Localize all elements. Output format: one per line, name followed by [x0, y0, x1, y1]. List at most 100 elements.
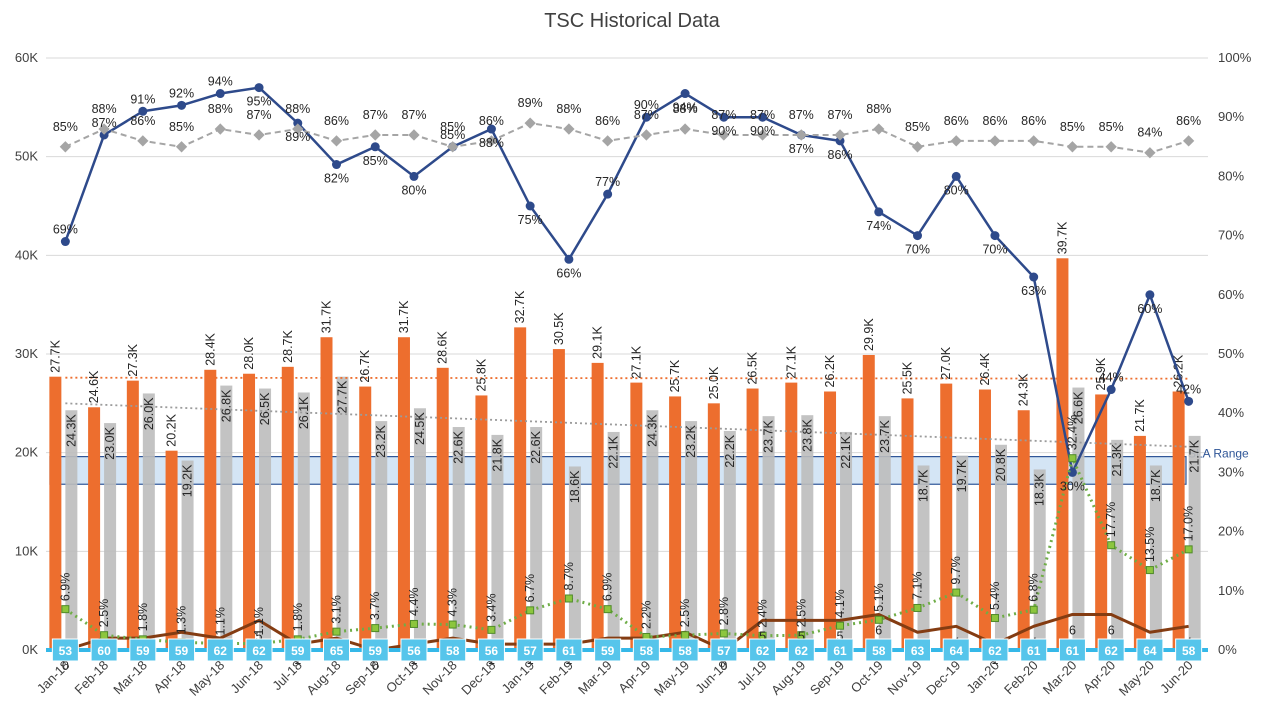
gray-bar-label: 23.0K: [103, 426, 117, 459]
gray-point-label: 86%: [944, 114, 969, 128]
navy-point: [486, 124, 496, 134]
count-marker-label: 57: [717, 644, 731, 658]
gray-diamond-point: [175, 141, 188, 153]
orange-bar-label: 28.7K: [281, 329, 295, 362]
gray-diamond-point: [601, 135, 614, 147]
navy-point: [60, 237, 70, 247]
count-marker: [245, 638, 273, 662]
orange-bar: [514, 327, 527, 650]
gray-bar: [1033, 469, 1046, 650]
count-marker-label: 56: [485, 644, 499, 658]
gray-diamond-point: [253, 129, 265, 141]
gray-bar-label: 18.3K: [1033, 473, 1047, 506]
navy-point-label: 60%: [1137, 302, 1162, 316]
green-square-point: [371, 624, 380, 633]
gray-point-label: 87%: [789, 108, 814, 122]
green-point-label: 8.7%: [562, 562, 576, 591]
gray-bar: [1149, 465, 1162, 650]
orange-bar-label: 29.9K: [862, 318, 876, 351]
orange-bar-label: 30.5K: [552, 312, 566, 345]
green-square-point: [719, 629, 728, 638]
green-point-label: 7.1%: [911, 571, 925, 600]
x-tick-label: Jan-18: [34, 658, 73, 697]
gray-bar-label: 23.8K: [800, 419, 814, 452]
orange-bar: [204, 369, 217, 650]
brown-point-label: 6: [1108, 623, 1115, 637]
navy-point-label: 86%: [828, 148, 853, 162]
navy-point: [835, 136, 845, 146]
gray-bar: [956, 455, 969, 650]
navy-point: [525, 201, 535, 211]
gray-bar: [65, 410, 78, 650]
count-marker-label: 56: [407, 644, 421, 658]
count-marker-label: 62: [252, 644, 266, 658]
count-marker: [555, 638, 583, 662]
x-tick-label: Dec-18: [458, 658, 498, 698]
navy-point-label: 87%: [92, 116, 117, 130]
count-marker-label: 59: [369, 644, 383, 658]
x-tick-label: Feb-19: [536, 658, 576, 698]
navy-point: [254, 83, 264, 93]
gray-bar-label: 21.8K: [490, 438, 504, 471]
gray-point-label: 87%: [401, 108, 426, 122]
gray-bar-label: 22.1K: [607, 435, 621, 468]
gray-point-label: 87%: [363, 108, 388, 122]
x-tick-label: Apr-18: [150, 658, 188, 696]
count-marker: [516, 638, 544, 662]
x-tick-label: Feb-20: [1001, 658, 1041, 698]
count-marker: [323, 638, 350, 662]
gray-point-label: 85%: [1099, 120, 1124, 134]
brown-point-label: 5: [837, 629, 844, 643]
navy-point-label: 75%: [518, 213, 543, 227]
green-point-label: 1.1%: [213, 607, 227, 636]
orange-bar: [978, 389, 991, 650]
navy-point-label: 74%: [866, 219, 891, 233]
orange-bar-label: 31.7K: [397, 300, 411, 333]
navy-point-label: 90%: [634, 98, 659, 112]
navy-point: [913, 231, 922, 241]
navy-point: [758, 112, 768, 122]
green-square-point: [952, 588, 961, 597]
gray-bar: [685, 421, 698, 650]
x-tick-label: Mar-18: [110, 658, 150, 698]
green-point-label: 3.7%: [368, 592, 382, 621]
count-marker-label: 61: [833, 644, 847, 658]
green-square-point: [332, 627, 341, 636]
y-right-tick-label: 90%: [1218, 109, 1244, 124]
gray-point-label: 87%: [247, 108, 272, 122]
green-square-point: [681, 631, 690, 640]
gray-bar-label: 23.7K: [762, 420, 776, 453]
orange-bar-label: 31.7K: [320, 300, 334, 333]
count-marker-label: 58: [446, 644, 460, 658]
count-marker: [981, 638, 1009, 662]
navy-point-label: 80%: [401, 183, 426, 197]
gray-diamond-point: [1182, 135, 1195, 147]
y-left-tick-label: 0K: [22, 642, 38, 657]
orange-bar: [320, 337, 333, 650]
green-square-point: [1184, 545, 1193, 554]
orange-bar: [707, 403, 720, 650]
brown-point-label: 6: [1069, 623, 1076, 637]
navy-point-label: 85%: [440, 128, 465, 142]
navy-point-label: 87%: [789, 142, 814, 156]
green-point-label: 2.4%: [756, 599, 770, 628]
count-marker-label: 59: [291, 644, 305, 658]
navy-point-label: 88%: [479, 136, 504, 150]
x-tick-label: Feb-18: [71, 658, 111, 698]
gray-diamond-point: [950, 135, 962, 147]
x-tick-label: Jun-18: [227, 658, 266, 697]
gray-bar-label: 21.7K: [1188, 439, 1202, 472]
gray-bar-label: 26.8K: [219, 389, 233, 422]
count-marker-label: 62: [795, 644, 809, 658]
gray-bar-label: 26.5K: [258, 392, 272, 425]
x-tick-label: Jan-19: [499, 658, 538, 697]
gray-point-label: 87%: [711, 108, 736, 122]
gray-bar: [259, 388, 272, 650]
count-marker: [284, 638, 312, 662]
y-right-tick-label: 70%: [1218, 228, 1244, 243]
orange-bar-label: 27.3K: [126, 343, 140, 376]
green-point-label: 1.8%: [136, 603, 150, 632]
orange-bar: [1056, 258, 1069, 650]
navy-point-label: 77%: [595, 175, 620, 189]
y-right-tick-label: 10%: [1218, 583, 1244, 598]
